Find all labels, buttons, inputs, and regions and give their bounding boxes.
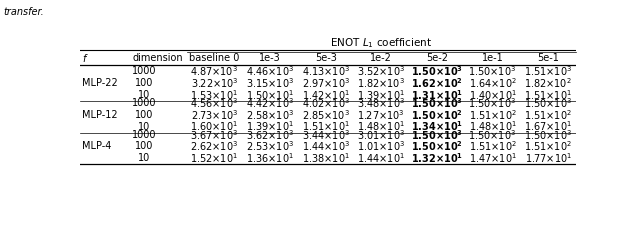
Text: $1.48{\times}10^{1}$: $1.48{\times}10^{1}$ — [357, 120, 405, 133]
Text: MLP-4: MLP-4 — [83, 142, 112, 151]
Text: $1.51{\times}10^{2}$: $1.51{\times}10^{2}$ — [524, 140, 572, 153]
Text: $1.51{\times}10^{2}$: $1.51{\times}10^{2}$ — [468, 140, 516, 153]
Text: $3.67{\times}10^{3}$: $3.67{\times}10^{3}$ — [190, 128, 239, 142]
Text: $1.36{\times}10^{1}$: $1.36{\times}10^{1}$ — [246, 151, 294, 165]
Text: $3.44{\times}10^{3}$: $3.44{\times}10^{3}$ — [301, 128, 350, 142]
Text: $1.42{\times}10^{1}$: $1.42{\times}10^{1}$ — [301, 88, 349, 102]
Text: $\mathbf{1.31{\times}10^{1}}$: $\mathbf{1.31{\times}10^{1}}$ — [411, 88, 463, 102]
Text: $1.50{\times}10^{3}$: $1.50{\times}10^{3}$ — [468, 64, 516, 78]
Text: $1.51{\times}10^{2}$: $1.51{\times}10^{2}$ — [524, 108, 572, 122]
Text: MLP-22: MLP-22 — [83, 78, 118, 88]
Text: $f$: $f$ — [83, 52, 89, 64]
Text: 5e-3: 5e-3 — [315, 53, 337, 63]
Text: $1.50{\times}10^{1}$: $1.50{\times}10^{1}$ — [246, 88, 294, 102]
Text: 5e-2: 5e-2 — [426, 53, 448, 63]
Text: 1e-3: 1e-3 — [259, 53, 281, 63]
Text: $\mathbf{1.32{\times}10^{1}}$: $\mathbf{1.32{\times}10^{1}}$ — [411, 151, 463, 165]
Text: 1000: 1000 — [132, 130, 157, 140]
Text: $2.58{\times}10^{3}$: $2.58{\times}10^{3}$ — [246, 108, 294, 122]
Text: 1e-2: 1e-2 — [371, 53, 392, 63]
Text: 100: 100 — [135, 142, 154, 151]
Text: $\mathbf{1.50{\times}10^{2}}$: $\mathbf{1.50{\times}10^{2}}$ — [411, 108, 463, 122]
Text: 10: 10 — [138, 153, 150, 163]
Text: $2.53{\times}10^{3}$: $2.53{\times}10^{3}$ — [246, 140, 294, 153]
Text: 5e-1: 5e-1 — [537, 53, 559, 63]
Text: MLP-12: MLP-12 — [83, 110, 118, 120]
Text: $1.44{\times}10^{3}$: $1.44{\times}10^{3}$ — [301, 140, 350, 153]
Text: $2.85{\times}10^{3}$: $2.85{\times}10^{3}$ — [301, 108, 349, 122]
Text: 1000: 1000 — [132, 66, 157, 76]
Text: $1.51{\times}10^{1}$: $1.51{\times}10^{1}$ — [301, 120, 349, 133]
Text: ENOT $L_1$ coefficient: ENOT $L_1$ coefficient — [330, 36, 433, 50]
Text: $4.02{\times}10^{3}$: $4.02{\times}10^{3}$ — [301, 96, 350, 110]
Text: $1.82{\times}10^{2}$: $1.82{\times}10^{2}$ — [524, 76, 572, 90]
Text: $1.50{\times}10^{3}$: $1.50{\times}10^{3}$ — [468, 128, 516, 142]
Text: $\mathbf{1.50{\times}10^{2}}$: $\mathbf{1.50{\times}10^{2}}$ — [411, 140, 463, 153]
Text: $4.13{\times}10^{3}$: $4.13{\times}10^{3}$ — [301, 64, 350, 78]
Text: $1.38{\times}10^{1}$: $1.38{\times}10^{1}$ — [301, 151, 349, 165]
Text: $1.44{\times}10^{1}$: $1.44{\times}10^{1}$ — [357, 151, 405, 165]
Text: $1.50{\times}10^{3}$: $1.50{\times}10^{3}$ — [468, 96, 516, 110]
Text: $1.47{\times}10^{1}$: $1.47{\times}10^{1}$ — [468, 151, 516, 165]
Text: dimension: dimension — [132, 53, 182, 63]
Text: $1.27{\times}10^{3}$: $1.27{\times}10^{3}$ — [358, 108, 405, 122]
Text: 100: 100 — [135, 78, 154, 88]
Text: $3.62{\times}10^{3}$: $3.62{\times}10^{3}$ — [246, 128, 294, 142]
Text: $4.42{\times}10^{3}$: $4.42{\times}10^{3}$ — [246, 96, 294, 110]
Text: $2.73{\times}10^{3}$: $2.73{\times}10^{3}$ — [191, 108, 238, 122]
Text: $1.39{\times}10^{1}$: $1.39{\times}10^{1}$ — [246, 120, 294, 133]
Text: $1.77{\times}10^{1}$: $1.77{\times}10^{1}$ — [525, 151, 572, 165]
Text: 1000: 1000 — [132, 98, 157, 108]
Text: $1.51{\times}10^{2}$: $1.51{\times}10^{2}$ — [468, 108, 516, 122]
Text: $1.01{\times}10^{3}$: $1.01{\times}10^{3}$ — [357, 140, 405, 153]
Text: $\mathbf{1.34{\times}10^{1}}$: $\mathbf{1.34{\times}10^{1}}$ — [411, 120, 463, 133]
Text: $\mathbf{1.62{\times}10^{2}}$: $\mathbf{1.62{\times}10^{2}}$ — [411, 76, 463, 90]
Text: 100: 100 — [135, 110, 154, 120]
Text: $3.01{\times}10^{3}$: $3.01{\times}10^{3}$ — [357, 128, 405, 142]
Text: $1.51{\times}10^{3}$: $1.51{\times}10^{3}$ — [524, 64, 572, 78]
Text: $2.97{\times}10^{3}$: $2.97{\times}10^{3}$ — [301, 76, 350, 90]
Text: $3.22{\times}10^{3}$: $3.22{\times}10^{3}$ — [191, 76, 238, 90]
Text: $1.52{\times}10^{1}$: $1.52{\times}10^{1}$ — [191, 151, 239, 165]
Text: $1.51{\times}10^{1}$: $1.51{\times}10^{1}$ — [524, 88, 572, 102]
Text: $\mathbf{1.50{\times}10^{3}}$: $\mathbf{1.50{\times}10^{3}}$ — [411, 128, 463, 142]
Text: transfer.: transfer. — [3, 7, 44, 17]
Text: $1.50{\times}10^{3}$: $1.50{\times}10^{3}$ — [524, 128, 572, 142]
Text: baseline 0: baseline 0 — [189, 53, 239, 63]
Text: $1.39{\times}10^{1}$: $1.39{\times}10^{1}$ — [357, 88, 405, 102]
Text: $1.60{\times}10^{1}$: $1.60{\times}10^{1}$ — [191, 120, 239, 133]
Text: $3.52{\times}10^{3}$: $3.52{\times}10^{3}$ — [357, 64, 405, 78]
Text: $\mathbf{1.50{\times}10^{3}}$: $\mathbf{1.50{\times}10^{3}}$ — [411, 64, 463, 78]
Text: 10: 10 — [138, 90, 150, 100]
Text: $4.46{\times}10^{3}$: $4.46{\times}10^{3}$ — [246, 64, 294, 78]
Text: $1.67{\times}10^{1}$: $1.67{\times}10^{1}$ — [524, 120, 572, 133]
Text: $4.87{\times}10^{3}$: $4.87{\times}10^{3}$ — [191, 64, 239, 78]
Text: $1.50{\times}10^{3}$: $1.50{\times}10^{3}$ — [524, 96, 572, 110]
Text: $1.64{\times}10^{2}$: $1.64{\times}10^{2}$ — [468, 76, 516, 90]
Text: 10: 10 — [138, 122, 150, 131]
Text: $1.40{\times}10^{1}$: $1.40{\times}10^{1}$ — [468, 88, 516, 102]
Text: $4.56{\times}10^{3}$: $4.56{\times}10^{3}$ — [190, 96, 239, 110]
Text: $3.48{\times}10^{3}$: $3.48{\times}10^{3}$ — [357, 96, 405, 110]
Text: $2.62{\times}10^{3}$: $2.62{\times}10^{3}$ — [190, 140, 239, 153]
Text: 1e-1: 1e-1 — [482, 53, 504, 63]
Text: $3.15{\times}10^{3}$: $3.15{\times}10^{3}$ — [246, 76, 294, 90]
Text: $1.48{\times}10^{1}$: $1.48{\times}10^{1}$ — [468, 120, 516, 133]
Text: $1.82{\times}10^{3}$: $1.82{\times}10^{3}$ — [357, 76, 405, 90]
Text: $\mathbf{1.50{\times}10^{3}}$: $\mathbf{1.50{\times}10^{3}}$ — [411, 96, 463, 110]
Text: $1.53{\times}10^{1}$: $1.53{\times}10^{1}$ — [191, 88, 239, 102]
